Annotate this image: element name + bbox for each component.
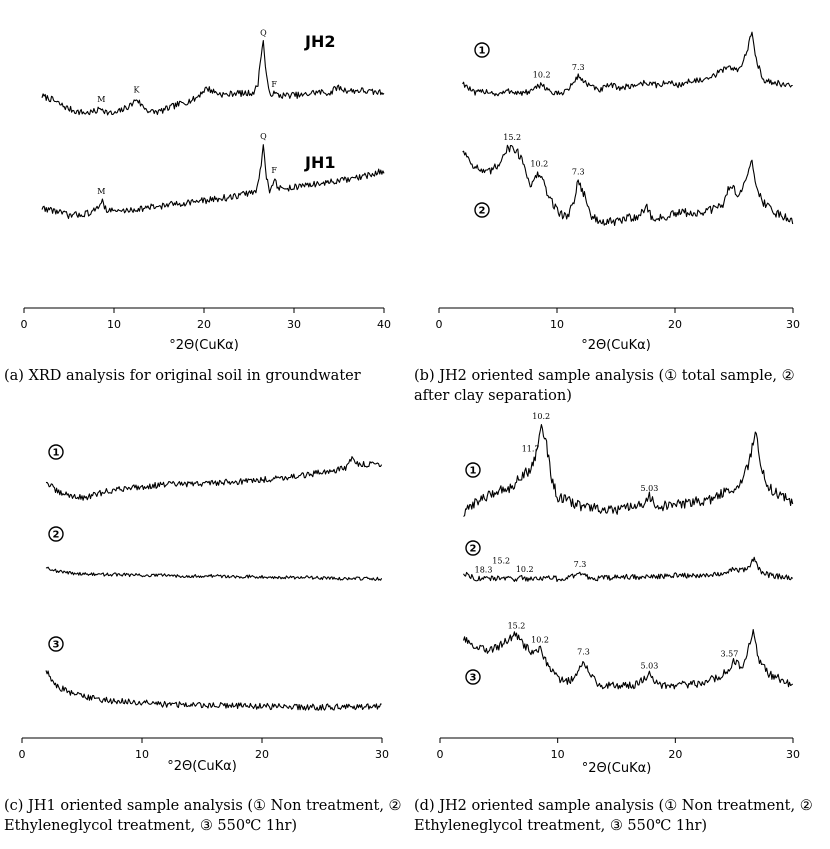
series-marker: 1 xyxy=(48,444,64,460)
chart-c: 0 10 20 30 °2Θ(CuKα) 1 2 3 xyxy=(19,444,389,774)
peak-label: 10.2 xyxy=(516,565,534,574)
series-marker: 3 xyxy=(48,636,64,652)
peak-label: 15.2 xyxy=(508,622,526,631)
x-tick-label: 30 xyxy=(287,318,301,331)
series-marker-ring xyxy=(48,526,64,542)
x-tick-label: 0 xyxy=(19,748,26,761)
series-trace xyxy=(41,40,385,116)
x-tick-label: 20 xyxy=(668,748,682,761)
peak-label: 10.2 xyxy=(532,412,550,421)
peak-label: 15.2 xyxy=(503,133,521,142)
series-label: 1 xyxy=(479,46,486,57)
caption-a: (a) XRD analysis for original soil in gr… xyxy=(4,368,361,384)
caption-d: (d) JH2 oriented sample analysis (① Non … xyxy=(414,798,813,834)
series-trace xyxy=(45,456,383,501)
series-trace xyxy=(462,144,794,227)
x-tick-label: 30 xyxy=(786,318,800,331)
peak-label: 7.3 xyxy=(572,63,585,72)
peak-label: M xyxy=(97,95,105,104)
caption-c: (c) JH1 oriented sample analysis (① Non … xyxy=(4,798,402,834)
series-label: 3 xyxy=(53,640,60,651)
panel-c: 0 10 20 30 °2Θ(CuKα) 1 2 3 (c) JH1 oriented sam… xyxy=(0,420,410,849)
series-marker: 2 xyxy=(465,540,481,556)
series-marker-ring xyxy=(465,669,481,685)
series-label: 2 xyxy=(53,530,60,541)
peak-label: 7.3 xyxy=(574,560,587,569)
series-marker-ring xyxy=(48,636,64,652)
series-marker: 2 xyxy=(48,526,64,542)
series-trace xyxy=(41,144,385,220)
peak-label: F xyxy=(271,80,277,89)
series-trace xyxy=(462,31,793,97)
x-axis-label: °2Θ(CuKα) xyxy=(167,759,237,774)
x-tick-label: 10 xyxy=(135,748,149,761)
x-tick-label: 10 xyxy=(551,748,565,761)
peak-label: 10.2 xyxy=(531,636,549,645)
peak-label: 10.2 xyxy=(530,159,548,168)
peak-label: 18.3 xyxy=(475,565,493,574)
peak-label: Q xyxy=(260,29,267,38)
x-tick-label: 0 xyxy=(21,318,28,331)
caption-b: (b) JH2 oriented sample analysis (① tota… xyxy=(414,368,795,404)
series-trace xyxy=(45,566,383,581)
x-tick-label: 10 xyxy=(550,318,564,331)
peak-label: M xyxy=(97,187,105,196)
chart-d: 0 10 20 30°2Θ(CuKα)111.710.25.03218.315.210… xyxy=(437,412,801,776)
series-marker: 3 xyxy=(465,669,481,685)
series-marker: 1 xyxy=(465,462,481,478)
x-axis-label: °2Θ(CuKα) xyxy=(169,338,239,353)
chart-b: 0 10 20 30 °2Θ(CuKα) 1 10.2 7.3 2 15.2 10.2 7.3 xyxy=(436,31,800,353)
x-tick-label: 10 xyxy=(107,318,121,331)
series-trace xyxy=(463,556,794,583)
peak-label: F xyxy=(271,166,277,175)
series-label: 2 xyxy=(470,544,477,555)
peak-label: 3.57 xyxy=(721,650,739,659)
peak-label: 5.03 xyxy=(641,662,659,671)
series-trace xyxy=(463,424,794,517)
x-tick-label: 40 xyxy=(377,318,391,331)
x-tick-label: 20 xyxy=(197,318,211,331)
series-trace xyxy=(45,670,382,711)
series-marker-ring xyxy=(465,462,481,478)
series-marker: 2 xyxy=(474,202,490,218)
peak-label: Q xyxy=(260,132,267,141)
series-label: 2 xyxy=(479,206,486,217)
series-marker-ring xyxy=(465,540,481,556)
series-label: 1 xyxy=(470,466,477,477)
series-marker-ring xyxy=(474,42,490,58)
panel-a: 0 10 20 30 40 °2Θ(CuKα) JH2 M K Q F JH1 M Q F (a) XRD … xyxy=(0,0,410,410)
peak-label: 7.3 xyxy=(572,167,585,176)
series-label: 3 xyxy=(470,673,477,684)
peak-label: 15.2 xyxy=(492,556,510,565)
x-tick-label: 0 xyxy=(436,318,443,331)
peak-label: 11.7 xyxy=(522,444,540,453)
series-marker: 1 xyxy=(474,42,490,58)
x-tick-label: 20 xyxy=(255,748,269,761)
panel-b: 0 10 20 30 °2Θ(CuKα) 1 10.2 7.3 2 15.2 10.2 7.3 (b)… xyxy=(414,0,830,410)
x-axis-label: °2Θ(CuKα) xyxy=(582,761,652,776)
series-label: JH1 xyxy=(304,153,335,172)
x-tick-label: 30 xyxy=(375,748,389,761)
series-trace xyxy=(462,629,794,690)
peak-label: 7.3 xyxy=(577,648,590,657)
x-tick-label: 20 xyxy=(668,318,682,331)
x-tick-label: 0 xyxy=(437,748,444,761)
peak-label: 5.03 xyxy=(641,484,659,493)
series-marker-ring xyxy=(474,202,490,218)
series-label: 1 xyxy=(53,448,60,459)
x-axis-label: °2Θ(CuKα) xyxy=(581,338,651,353)
panel-d: 0 10 20 30 °2Θ(CuKα) 1 11.7 10.2 5.03 2 18.3 15.2 10… xyxy=(414,412,830,849)
series-marker-ring xyxy=(48,444,64,460)
peak-label: K xyxy=(134,85,141,94)
series-label: JH2 xyxy=(304,32,335,51)
peak-label: 10.2 xyxy=(533,71,551,80)
x-tick-label: 30 xyxy=(786,748,800,761)
chart-a: 0 10 20 30 40 °2Θ(CuKα) JH2 M K Q F JH1 M Q F xyxy=(21,29,392,353)
